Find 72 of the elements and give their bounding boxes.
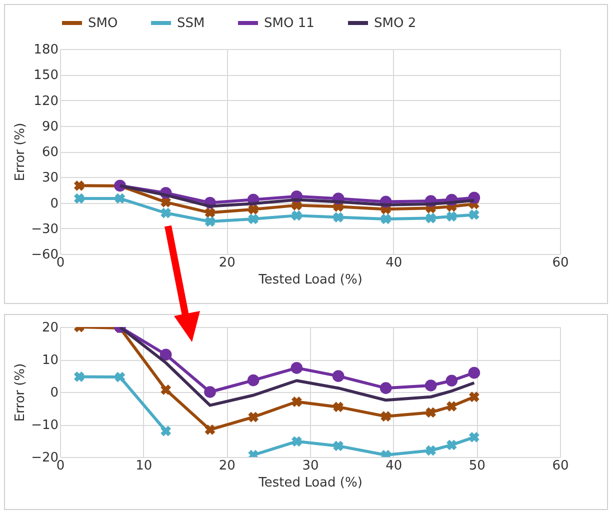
point — [333, 402, 344, 412]
point — [424, 380, 437, 392]
x-axis-title: Tested Load (%) — [258, 476, 362, 490]
x-tick-label: 60 — [552, 256, 569, 270]
y-tick-label: −10 — [31, 418, 58, 433]
point — [468, 210, 480, 220]
point — [426, 407, 436, 418]
x-tick-label: 40 — [386, 256, 402, 270]
point — [204, 207, 216, 218]
y-tick-label: 150 — [34, 68, 58, 84]
y-tick-label: 90 — [42, 119, 58, 134]
point — [204, 216, 216, 227]
x-tick-label: 20 — [218, 256, 236, 270]
point — [160, 426, 172, 436]
y-tick-label: 0 — [50, 196, 58, 212]
point — [160, 196, 172, 208]
point — [468, 366, 480, 379]
point — [290, 362, 303, 374]
point — [291, 210, 302, 221]
legend-label: SMO — [88, 16, 118, 31]
y-tick-label: 0 — [50, 386, 58, 400]
point — [446, 374, 458, 387]
point — [291, 396, 302, 407]
x-tick-label: 50 — [468, 458, 486, 474]
y-tick-label: 60 — [42, 145, 58, 160]
point — [332, 370, 344, 382]
y-tick-label: 180 — [34, 42, 58, 58]
point — [333, 212, 344, 222]
legend-label: SMO 2 — [374, 16, 416, 31]
point — [74, 193, 84, 204]
y-tick-label: −20 — [31, 450, 58, 466]
point — [426, 445, 436, 456]
point — [114, 193, 126, 204]
point — [74, 180, 84, 191]
point — [446, 211, 457, 222]
point — [248, 204, 259, 215]
x-tick-label: 30 — [302, 458, 319, 474]
y-tick-label: −60 — [31, 248, 58, 262]
x-tick-label: 10 — [136, 458, 152, 474]
point — [468, 392, 480, 402]
point — [380, 411, 392, 422]
point — [468, 432, 480, 442]
point — [291, 436, 302, 447]
y-axis-title: Error (%) — [13, 122, 28, 182]
x-axis-title: Tested Load (%) — [258, 272, 362, 288]
point — [160, 208, 172, 218]
point — [426, 212, 436, 224]
y-tick-label: 30 — [42, 170, 58, 186]
point — [114, 372, 126, 382]
y-axis-title: Error (%) — [13, 363, 28, 422]
point — [248, 214, 259, 224]
point — [247, 374, 260, 386]
legend-label: SMO 11 — [264, 16, 314, 31]
x-tick-label: 60 — [552, 458, 569, 474]
point — [160, 348, 172, 361]
point — [446, 440, 457, 450]
y-tick-label: 120 — [34, 94, 58, 109]
point — [333, 440, 344, 452]
y-tick-label: 20 — [42, 320, 58, 336]
y-tick-label: −30 — [31, 222, 58, 237]
legend-label: SSM — [177, 16, 205, 31]
point — [380, 382, 392, 394]
x-tick-label: 20 — [218, 458, 236, 474]
point — [248, 412, 259, 422]
point — [380, 214, 392, 224]
x-tick-label: 40 — [386, 458, 402, 474]
point — [74, 372, 84, 382]
point — [204, 386, 216, 398]
point — [160, 384, 172, 395]
point — [204, 424, 216, 435]
point — [446, 401, 457, 412]
y-tick-label: 10 — [42, 353, 58, 368]
